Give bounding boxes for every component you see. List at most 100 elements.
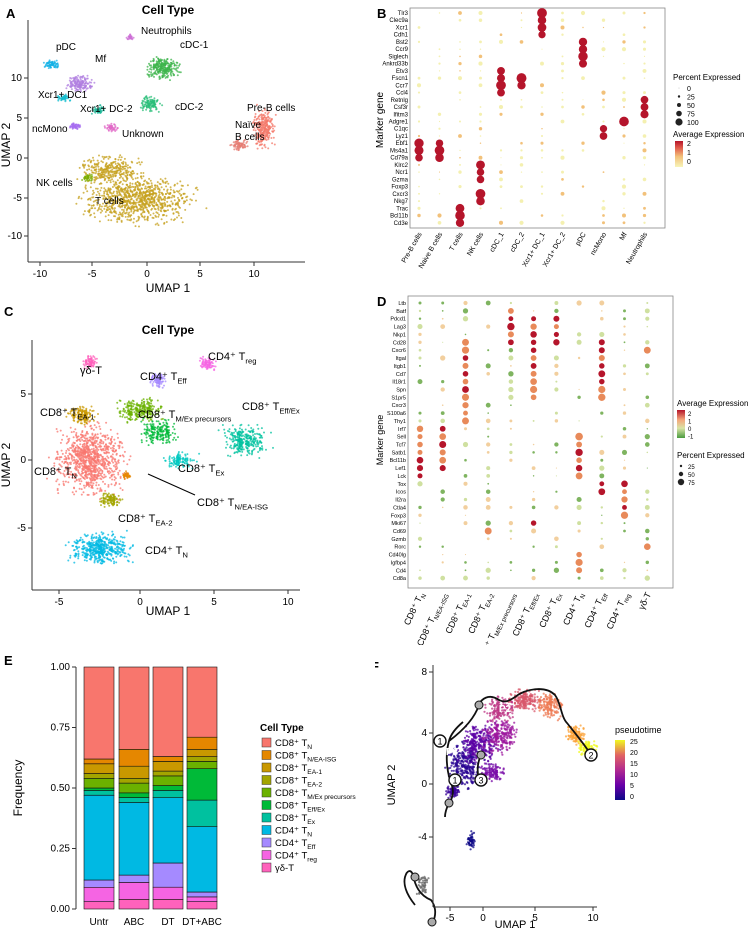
dot	[479, 18, 482, 21]
dot	[578, 529, 581, 532]
dot	[601, 206, 605, 210]
y-axis-label: Marker gene	[375, 415, 385, 466]
legend-tick-label: 10	[630, 772, 638, 779]
trajectory-node	[428, 918, 436, 926]
gene-label: Cdh1	[394, 33, 409, 39]
bar-segment	[119, 875, 149, 882]
x-tick-label: -5	[446, 913, 455, 924]
dot	[577, 300, 582, 305]
bar-segment	[84, 790, 114, 795]
dot	[440, 324, 445, 329]
dot	[554, 301, 558, 305]
legend-avg-title: Average Expression	[677, 399, 748, 408]
dot	[601, 91, 605, 95]
panel-label: A	[6, 6, 16, 21]
dot	[510, 365, 512, 367]
dot	[581, 11, 585, 15]
x-tick-label: 0	[144, 269, 150, 280]
gene-label: C1qc	[394, 127, 408, 133]
dot	[418, 200, 420, 202]
dot	[419, 522, 420, 523]
dot	[463, 576, 468, 581]
trajectory-node	[477, 751, 485, 759]
gene-label: Gzmb	[391, 537, 406, 543]
dot	[418, 164, 420, 166]
legend-swatch	[262, 838, 271, 847]
dot	[479, 40, 482, 43]
dot	[419, 569, 421, 571]
dot	[520, 199, 524, 203]
bar-segment	[119, 667, 149, 749]
dot	[645, 505, 650, 510]
dot	[647, 468, 648, 469]
gene-label: Lyz1	[396, 134, 409, 140]
dot	[579, 389, 580, 390]
gene-label: Ccl4	[396, 91, 409, 97]
x-tick-label: -10	[33, 269, 48, 280]
panel-label: D	[377, 294, 386, 309]
dot	[556, 468, 557, 469]
dot	[509, 348, 513, 352]
legend-size-label: 25	[687, 95, 695, 102]
dot	[439, 179, 441, 181]
bar-segment	[84, 795, 114, 880]
celltype-label: ncMono	[590, 231, 609, 256]
dot	[419, 302, 422, 305]
gene-label: Cd69	[393, 529, 406, 535]
dot	[622, 505, 627, 510]
legend-size-dot	[676, 111, 682, 117]
dot	[538, 23, 547, 32]
dot	[561, 34, 563, 36]
bar-segment	[187, 892, 217, 897]
dot	[541, 135, 543, 137]
dot	[622, 489, 627, 494]
dot	[462, 394, 469, 401]
y-tick-label: -10	[8, 231, 23, 242]
dot	[541, 157, 543, 159]
dot	[600, 576, 604, 580]
dot	[582, 185, 584, 187]
dot	[599, 301, 604, 306]
dot	[486, 568, 491, 573]
gene-label: Cd40lg	[389, 553, 406, 559]
gene-label: Cd8a	[393, 576, 407, 582]
dot	[487, 451, 490, 454]
legend-color-label: 2	[687, 141, 691, 148]
dot	[419, 365, 421, 367]
dot	[480, 49, 481, 50]
dot	[487, 483, 489, 485]
dot	[500, 207, 502, 209]
dot	[459, 91, 462, 94]
dot	[442, 554, 443, 555]
gene-label: Clec9a	[389, 18, 408, 24]
dot	[554, 355, 559, 360]
dot	[458, 170, 461, 173]
celltype-label: Pre-B cells	[401, 231, 424, 264]
cluster-label: Naïve	[235, 120, 262, 131]
dot	[464, 427, 467, 430]
gene-label: Siglech	[388, 54, 408, 60]
dot	[500, 164, 501, 165]
dot	[623, 372, 626, 375]
dot	[561, 106, 564, 109]
dot	[480, 142, 481, 143]
dot	[458, 134, 462, 138]
cluster-label: CD8⁺ TEA-2	[118, 513, 172, 527]
y-tick-label: 1.00	[51, 662, 71, 673]
dot	[600, 568, 604, 572]
dot	[418, 193, 420, 195]
dot	[463, 442, 468, 447]
y-tick-label: 4	[421, 728, 427, 739]
dot	[500, 33, 503, 36]
dot	[553, 316, 559, 322]
dot	[561, 178, 564, 181]
dot	[486, 505, 491, 510]
dot	[603, 56, 604, 57]
dot	[533, 420, 535, 422]
dot	[439, 193, 440, 194]
dot	[623, 221, 626, 224]
dot	[508, 387, 513, 392]
dot	[479, 113, 482, 116]
legend-label: CD8⁺ TM/Ex precursors	[275, 788, 356, 801]
